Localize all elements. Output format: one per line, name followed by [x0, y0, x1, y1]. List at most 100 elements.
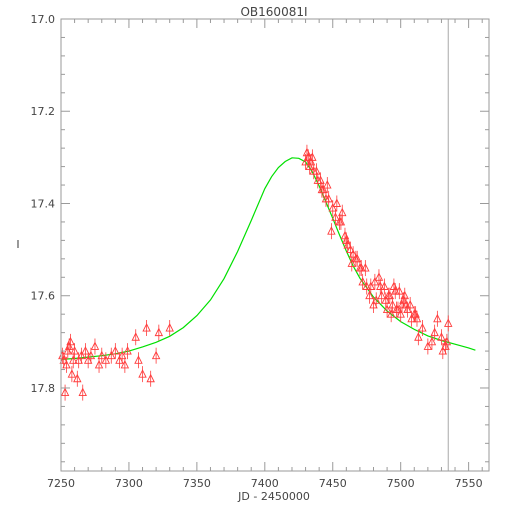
data-point	[73, 370, 82, 387]
data-point	[86, 347, 96, 364]
data-point	[66, 333, 75, 350]
x-tick-label: 7450	[319, 477, 347, 490]
data-point-marker	[418, 323, 427, 332]
data-point	[371, 292, 381, 309]
data-point	[427, 333, 437, 350]
data-point-marker	[327, 226, 336, 235]
data-point-marker	[151, 350, 161, 360]
data-point	[165, 320, 174, 337]
data-point-marker	[111, 346, 120, 355]
data-point-marker	[62, 359, 71, 369]
data-point-marker	[352, 253, 362, 263]
data-point	[327, 223, 336, 240]
x-tick-label: 7500	[387, 477, 415, 490]
data-point-marker	[60, 387, 70, 397]
data-point-marker	[142, 323, 151, 332]
data-point-marker	[86, 350, 96, 360]
data-point-marker	[138, 369, 147, 378]
model-curve-layer	[60, 157, 476, 360]
data-point-marker	[427, 336, 437, 346]
data-point	[316, 172, 325, 189]
data-point-marker	[338, 207, 347, 217]
data-point-marker	[97, 350, 106, 360]
data-point	[323, 177, 332, 194]
data-point-marker	[382, 304, 392, 314]
data-point	[78, 384, 87, 401]
data-point	[395, 283, 404, 300]
data-point	[423, 338, 433, 355]
data-point-marker	[146, 373, 155, 383]
data-point-marker	[380, 281, 389, 290]
data-point	[81, 343, 90, 360]
data-point	[131, 329, 140, 346]
data-point-marker	[362, 281, 371, 290]
data-point-marker	[396, 309, 405, 318]
data-point	[138, 366, 147, 383]
data-point-marker	[117, 350, 127, 360]
data-point	[366, 278, 376, 295]
data-point-marker	[332, 198, 342, 207]
data-point-marker	[69, 355, 78, 364]
data-point	[332, 195, 342, 212]
data-point	[90, 338, 100, 355]
data-point	[69, 352, 78, 369]
data-point	[347, 255, 356, 272]
data-point-marker	[403, 304, 412, 314]
data-point	[412, 310, 422, 327]
data-point-marker	[386, 309, 396, 318]
data-point-marker	[346, 244, 355, 254]
data-point-marker	[412, 313, 422, 323]
data-point-marker	[369, 299, 378, 309]
data-point	[396, 306, 405, 323]
data-point-marker	[83, 355, 93, 364]
data-point	[77, 347, 86, 364]
data-point-marker	[74, 355, 83, 364]
data-point-marker	[393, 304, 403, 314]
data-point-marker	[381, 295, 390, 304]
x-axis-label: JD - 2450000	[237, 490, 310, 503]
data-point	[405, 296, 415, 313]
data-point-marker	[81, 346, 90, 355]
data-point-marker	[400, 290, 409, 300]
data-point	[60, 384, 70, 401]
data-point-marker	[77, 350, 86, 360]
data-point-marker	[308, 152, 317, 161]
data-point	[388, 296, 397, 313]
data-point-marker	[115, 355, 124, 364]
data-point-marker	[438, 346, 448, 355]
x-tick-label: 7400	[251, 477, 279, 490]
data-point	[312, 163, 321, 180]
data-point	[97, 347, 106, 364]
plot-frame	[60, 18, 490, 472]
data-point	[58, 347, 67, 364]
data-point	[142, 320, 151, 337]
data-point	[438, 343, 448, 360]
data-point-marker	[361, 263, 370, 272]
x-tick-label: 7250	[47, 477, 75, 490]
chart-title: OB160081I	[240, 5, 307, 19]
data-point	[385, 287, 395, 304]
data-point-marker	[131, 332, 140, 341]
data-point-marker	[437, 332, 446, 341]
data-point	[107, 347, 116, 364]
data-point	[324, 190, 333, 207]
data-point	[115, 352, 124, 369]
data-point-marker	[73, 373, 82, 383]
data-point	[361, 260, 370, 277]
data-point-marker	[357, 263, 366, 272]
data-point-marker	[66, 336, 75, 346]
data-point	[67, 366, 77, 383]
y-tick-label: 17.6	[31, 290, 56, 303]
data-point	[111, 343, 120, 360]
data-point-marker	[304, 152, 313, 161]
data-point	[101, 352, 111, 369]
data-point-marker	[358, 276, 367, 286]
data-point-marker	[407, 313, 416, 323]
data-point	[146, 370, 155, 387]
data-point	[362, 278, 371, 295]
data-point-marker	[90, 341, 100, 350]
data-point-marker	[67, 369, 77, 378]
data-point	[444, 315, 453, 332]
data-point	[358, 273, 367, 290]
